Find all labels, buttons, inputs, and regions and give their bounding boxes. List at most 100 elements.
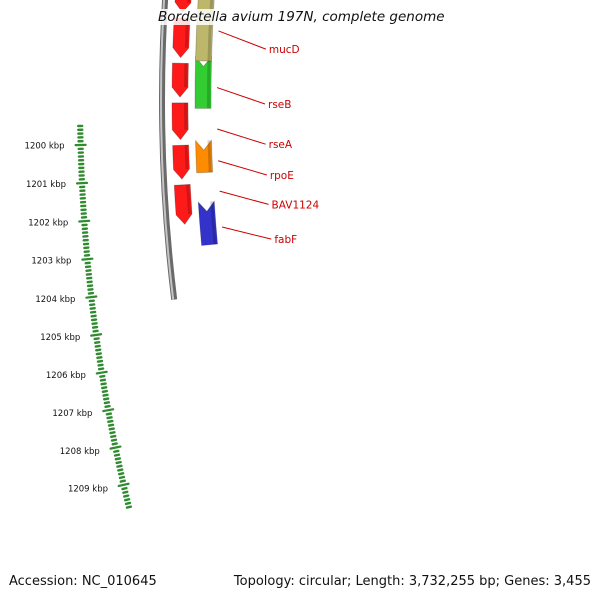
scale-minor-tick: [102, 393, 109, 397]
backbone-ring: [159, 0, 178, 300]
scale-minor-tick: [118, 475, 126, 480]
labels-layer: fabFBAV1124rpoErseArseBmucDlepAlepB: [216, 30, 320, 246]
scale-minor-tick: [97, 367, 105, 371]
label-leader-line: [217, 128, 266, 145]
scale-minor-tick: [107, 419, 114, 424]
scale-minor-tick: [92, 329, 99, 333]
scale-minor-tick: [113, 449, 120, 453]
scale-label: 1200 kbp: [25, 141, 65, 151]
scale-minor-tick: [115, 460, 122, 465]
scale-minor-tick: [91, 325, 99, 329]
scale-minor-tick: [119, 479, 126, 483]
scale-label: 1208 kbp: [60, 447, 100, 457]
scale-minor-tick: [110, 438, 118, 442]
scale-minor-tick: [123, 494, 130, 498]
gene-fabF-shade: [210, 201, 217, 245]
scale-minor-tick: [111, 442, 118, 446]
scale-label: 1206 kbp: [46, 371, 86, 381]
label-leader-line: [219, 190, 269, 205]
scale-minor-tick: [91, 322, 98, 326]
label-leader-line: [218, 160, 267, 176]
label-leader-line: [221, 226, 272, 240]
scale-minor-tick: [101, 389, 109, 393]
reverse-genes-layer: [194, 0, 218, 246]
gene-rpoE-shade: [207, 140, 212, 173]
scale-ticks-layer: 1200 kbp 1201 kbp 1202 kbp 1203 kbp 1204 kbp…: [25, 124, 133, 509]
gene-red-6[interactable]: [174, 0, 193, 14]
scale-minor-tick: [96, 359, 104, 363]
scale-minor-tick: [100, 382, 107, 386]
scale-minor-tick: [101, 386, 108, 390]
gene-label-mucd[interactable]: mucD: [269, 44, 300, 56]
gene-label-rsea[interactable]: rseA: [269, 139, 293, 151]
scale-major-tick: [102, 408, 115, 413]
scale-minor-tick: [107, 423, 115, 427]
scale-minor-tick: [94, 344, 101, 348]
scale-minor-tick: [103, 401, 111, 405]
gene-mucD-shade: [207, 0, 214, 62]
topology-caption: Topology: circular; Length: 3,732,255 bp…: [233, 574, 591, 589]
scale-minor-tick: [95, 352, 103, 356]
scale-minor-tick: [125, 505, 133, 509]
scale-minor-tick: [124, 501, 132, 506]
scale-label: 1201 kbp: [26, 180, 66, 190]
gene-fabF[interactable]: [197, 200, 218, 246]
scale-minor-tick: [114, 457, 121, 461]
gene-red-1[interactable]: [173, 183, 193, 225]
scale-major-tick: [117, 482, 130, 488]
scale-major-tick: [95, 370, 108, 375]
label-leader-line: [218, 30, 267, 50]
label-leader-line: [216, 87, 266, 105]
scale-label: 1205 kbp: [40, 333, 80, 343]
scale-minor-tick: [103, 397, 110, 401]
scale-minor-tick: [106, 416, 113, 420]
gene-rseB-shade: [207, 56, 211, 109]
gene-red-1-shade: [186, 184, 192, 215]
forward-genes-layer: [171, 0, 193, 225]
accession-caption: Accession: NC_010645: [9, 574, 157, 589]
gene-red-3[interactable]: [171, 102, 189, 141]
scale-major-tick: [81, 257, 94, 261]
gene-label-rpoe[interactable]: rpoE: [270, 170, 294, 182]
scale-minor-tick: [95, 348, 102, 352]
scale-minor-tick: [93, 337, 100, 341]
scale-minor-tick: [105, 412, 113, 416]
gene-rseB[interactable]: [194, 55, 213, 109]
scale-minor-tick: [117, 472, 125, 476]
scale-minor-tick: [109, 431, 116, 435]
scale-minor-tick: [97, 363, 104, 367]
scale-minor-tick: [123, 498, 131, 502]
scale-label: 1207 kbp: [52, 409, 92, 419]
backbone-highlight: [160, 0, 175, 300]
scale-major-tick: [90, 333, 103, 337]
scale-minor-tick: [121, 486, 128, 491]
scale-minor-tick: [99, 378, 107, 382]
scale-minor-tick: [96, 356, 103, 360]
scale-label: 1203 kbp: [31, 257, 71, 267]
scale-label: 1202 kbp: [28, 218, 68, 228]
scale-minor-tick: [99, 374, 106, 378]
scale-label: 1209 kbp: [68, 484, 108, 494]
backbone-layer: [159, 0, 178, 300]
gene-label-rseb[interactable]: rseB: [268, 99, 291, 111]
scale-major-tick: [109, 445, 122, 450]
scale-major-tick: [78, 219, 91, 223]
gene-red-6-shade: [186, 0, 191, 3]
gene-red-2-shade: [184, 145, 189, 170]
scale-minor-tick: [116, 464, 123, 468]
scale-minor-tick: [90, 318, 98, 322]
scale-minor-tick: [110, 434, 117, 439]
scale-minor-tick: [108, 427, 115, 431]
gene-red-4[interactable]: [171, 62, 189, 98]
gene-red-2[interactable]: [172, 144, 190, 180]
gene-rpoE[interactable]: [195, 139, 214, 174]
scale-minor-tick: [122, 490, 129, 494]
gene-label-fabf[interactable]: fabF: [274, 234, 297, 246]
scale-minor-tick: [90, 314, 97, 318]
scale-minor-tick: [113, 453, 121, 457]
gene-label-bav1124[interactable]: BAV1124: [272, 199, 320, 211]
scale-major-tick: [85, 295, 98, 299]
scale-label: 1204 kbp: [35, 295, 75, 305]
